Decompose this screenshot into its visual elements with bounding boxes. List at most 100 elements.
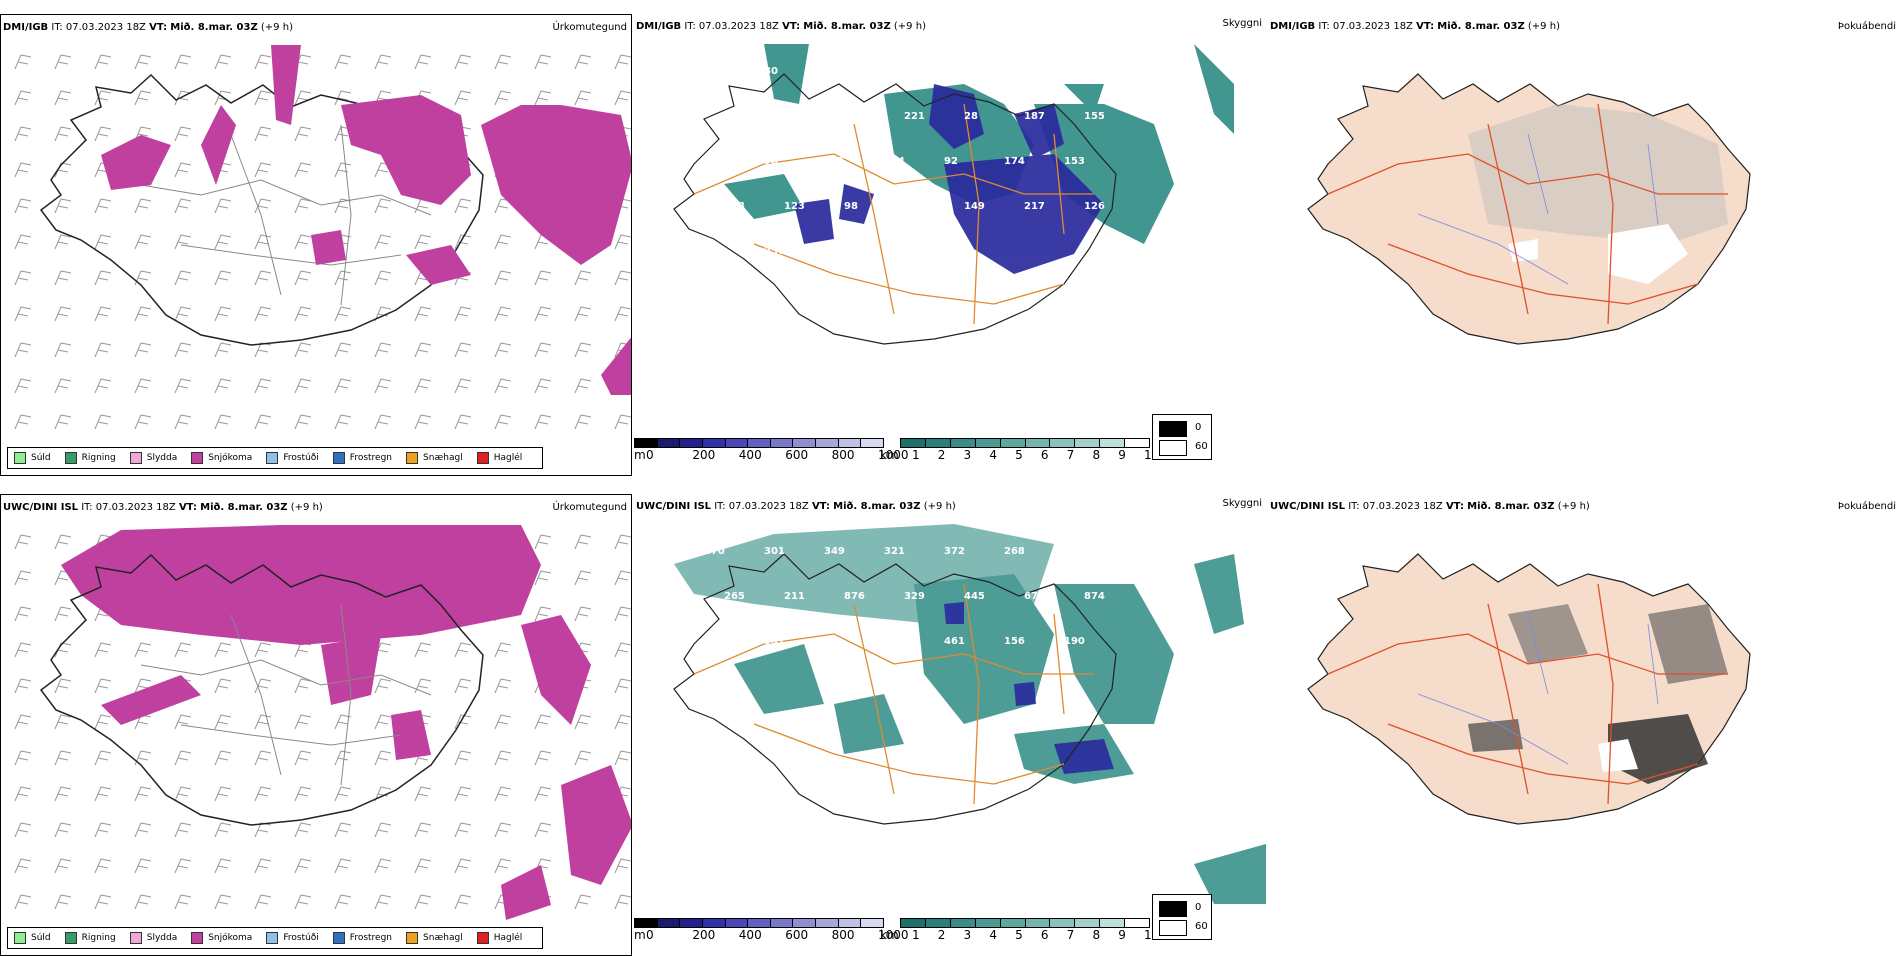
wind-barb — [254, 90, 272, 106]
precip-legend: Súld Rigning Slydda Snjókoma Frostúði Frostre… — [7, 927, 544, 949]
wind-barb — [174, 822, 192, 838]
legend-item: Frostregn — [332, 452, 392, 464]
wind-barb — [494, 270, 512, 286]
vt-label: VT: — [178, 502, 197, 513]
wind-barb — [374, 270, 392, 286]
fog-shading — [1468, 604, 1728, 784]
wind-barb — [334, 378, 352, 394]
wind-barb — [614, 270, 631, 286]
legend-item: Snjókoma — [191, 932, 252, 944]
wind-barb — [614, 414, 631, 430]
cbar-cell — [748, 919, 771, 927]
legend-item: Slydda — [129, 932, 177, 944]
wind-barb — [14, 234, 32, 250]
wind-barb — [134, 234, 152, 250]
model-name: DMI/IGB — [636, 21, 682, 32]
roads — [1327, 103, 1728, 325]
wind-barb — [574, 570, 592, 586]
cbar-cell — [925, 919, 951, 927]
wind-barb — [614, 858, 631, 874]
wind-barb — [574, 306, 592, 322]
fog-panel-row1: DMI/IGB IT: 07.03.2023 18Z VT: Mið. 8.ma… — [1268, 14, 1900, 476]
cbar-tick-label: 200 — [692, 928, 716, 942]
wind-barb — [254, 306, 272, 322]
wind-barb — [414, 786, 432, 802]
legend-swatch — [332, 452, 345, 464]
wind-barb — [54, 678, 72, 694]
wind-barb — [454, 306, 472, 322]
wind-barb — [254, 750, 272, 766]
wind-barb — [174, 378, 192, 394]
forecast-offset: (+9 h) — [290, 502, 323, 513]
panel-header: UWC/DINI ISL IT: 07.03.2023 18Z VT: Mið.… — [3, 502, 323, 513]
cbar-cell — [1000, 919, 1026, 927]
legend-item: Rigning — [64, 932, 116, 944]
legend-label: Snæhagl — [423, 933, 463, 943]
wind-barb — [54, 858, 72, 874]
wind-barb — [454, 198, 472, 214]
cloud-base-value: 80 — [764, 66, 778, 77]
wind-barb — [14, 606, 32, 622]
wind-barb — [214, 342, 232, 358]
wind-barb — [54, 786, 72, 802]
wind-barb — [134, 414, 152, 430]
cbar-tick-label: 5 — [1015, 448, 1023, 462]
wind-barb — [414, 342, 432, 358]
wind-barb — [134, 198, 152, 214]
wind-barb — [214, 234, 232, 250]
vt-label: VT: — [1416, 21, 1435, 32]
cbar-cell — [793, 439, 817, 447]
legend-swatch — [191, 932, 204, 944]
vt-time: Mið. 8.mar. 03Z — [170, 22, 258, 33]
cloud-base-value: 190 — [704, 246, 725, 257]
cbar-cell — [635, 439, 658, 447]
wind-barb — [334, 858, 352, 874]
wind-barb — [134, 126, 152, 142]
wind-barb — [174, 234, 192, 250]
panel-header: DMI/IGB IT: 07.03.2023 18Z VT: Mið. 8.ma… — [3, 22, 293, 33]
legend-label: Snjókoma — [208, 453, 253, 463]
wind-barb — [134, 90, 152, 106]
fog-low-swatch — [1159, 440, 1187, 456]
wind-barb — [214, 270, 232, 286]
legend-label: Frostregn — [349, 933, 393, 943]
wind-barb — [494, 822, 512, 838]
wind-barb — [374, 54, 392, 70]
cloud-base-value: 214 — [884, 156, 905, 167]
wind-barb — [294, 198, 312, 214]
cbar-cell — [950, 439, 976, 447]
fog-index-map — [1307, 553, 1751, 825]
wind-barb — [494, 54, 512, 70]
wind-barb — [14, 570, 32, 586]
wind-barb — [294, 858, 312, 874]
wind-barb — [294, 678, 312, 694]
cloud-base-value: 650 — [1064, 546, 1085, 557]
wind-barb — [454, 822, 472, 838]
cloud-base-value: 445 — [964, 591, 985, 602]
wind-barb — [614, 894, 631, 910]
wind-barb — [494, 786, 512, 802]
wind-barb — [294, 306, 312, 322]
panel-header: DMI/IGB IT: 07.03.2023 18Z VT: Mið. 8.ma… — [1270, 21, 1560, 32]
cloud-base-value: 153 — [1064, 156, 1085, 167]
legend-swatch — [332, 932, 345, 944]
cbar-tick-label: 3 — [963, 928, 972, 942]
wind-barb — [614, 570, 631, 586]
cbar-tick-label: 8 — [1092, 928, 1101, 942]
vt-time: Mið. 8.mar. 03Z — [833, 501, 921, 512]
vt-time: Mið. 8.mar. 03Z — [1467, 501, 1555, 512]
cloud-base-value: 470 — [704, 546, 725, 557]
wind-barb — [454, 858, 472, 874]
forecast-offset: (+9 h) — [1527, 21, 1560, 32]
cbar-cell — [770, 439, 794, 447]
it-label: IT: — [1348, 501, 1360, 512]
wind-barb — [54, 198, 72, 214]
legend-swatch — [266, 452, 279, 464]
roads — [1327, 583, 1728, 805]
cloud-base-value: 349 — [824, 546, 845, 557]
cloud-base-value: 31 — [824, 636, 838, 647]
wind-barb — [374, 414, 392, 430]
wind-barb — [134, 858, 152, 874]
cloudbase-colorbar: m 0 200 400 600 800 1000 — [634, 438, 909, 462]
cloud-base-value: 17 — [784, 111, 798, 122]
